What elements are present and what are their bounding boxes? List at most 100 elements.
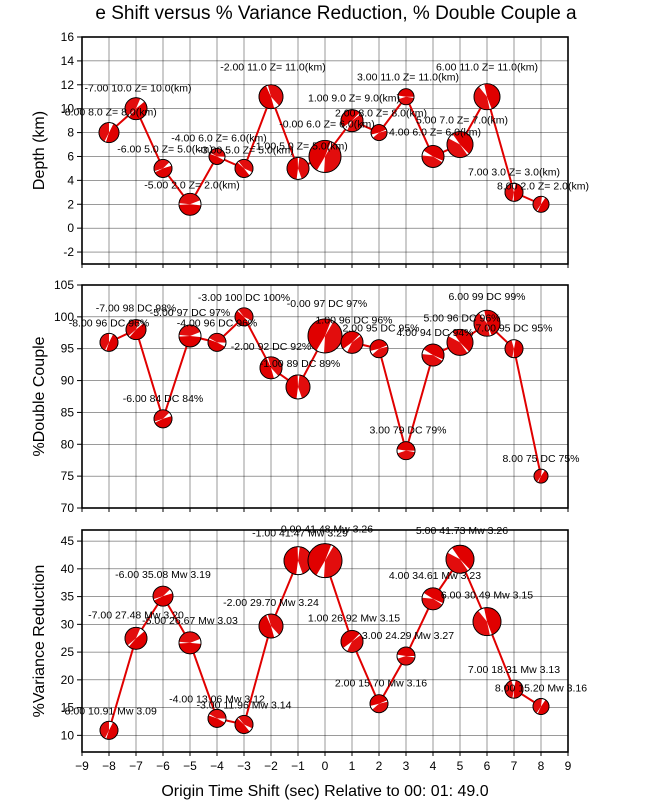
data-point xyxy=(259,356,283,380)
y-tick-label: 16 xyxy=(61,30,75,44)
data-label: -8.00 10.91 Mw 3.09 xyxy=(61,705,157,717)
data-label: 6.00 30.49 Mw 3.15 xyxy=(441,590,533,602)
data-label: -3.00 11.96 Mw 3.14 xyxy=(197,699,292,711)
data-point xyxy=(397,88,415,106)
x-tick-label: 6 xyxy=(484,759,491,773)
data-point xyxy=(286,156,310,180)
data-label: -1.00 41.47 Mw 3.29 xyxy=(252,528,348,540)
data-point xyxy=(340,330,364,354)
y-tick-label: 40 xyxy=(61,562,75,576)
data-label: -1.00 89 DC 89% xyxy=(260,358,341,370)
data-label: -2.00 92 DC 92% xyxy=(231,341,312,353)
y-tick-label: -2 xyxy=(63,245,74,259)
x-tick-label: 3 xyxy=(403,759,410,773)
panel-2: 70 75 80 85 90 95 100 105 %Double Couple -8.00 96… xyxy=(31,278,580,515)
data-label: -2.00 11.0 Z= 11.0(km) xyxy=(220,62,326,74)
data-label: -5.00 97 DC 97% xyxy=(150,307,231,319)
y-tick-label: 2 xyxy=(67,197,74,211)
data-label: -8.00 96 DC 96% xyxy=(69,317,150,329)
data-point xyxy=(504,182,524,202)
data-label: -7.00 98 DC 98% xyxy=(96,303,177,315)
data-point xyxy=(340,109,364,133)
data-point xyxy=(124,97,148,121)
data-point xyxy=(153,409,173,429)
x-tick-label: 9 xyxy=(565,759,572,773)
x-tick-label: 0 xyxy=(322,759,329,773)
data-label: -0.00 6.0 Z= 6.0(km) xyxy=(279,118,374,130)
data-point xyxy=(152,585,174,607)
data-label: 8.00 15.20 Mw 3.16 xyxy=(495,682,587,694)
data-point xyxy=(178,324,202,348)
data-label: -3.00 100 DC 100% xyxy=(198,292,290,304)
data-point xyxy=(446,131,474,158)
y-tick-label: 80 xyxy=(61,437,75,451)
x-tick-label: 1 xyxy=(349,759,356,773)
data-point xyxy=(178,631,202,655)
data-label: 5.00 96 DC 96% xyxy=(423,312,500,324)
data-label: -6.00 5.0 Z= 5.0(km) xyxy=(117,143,212,155)
data-point xyxy=(532,698,550,715)
data-point xyxy=(125,319,147,341)
data-label: -4.00 13.06 Mw 3.12 xyxy=(169,693,265,705)
y-tick-label: 10 xyxy=(61,102,75,116)
x-tick-label: 5 xyxy=(457,759,464,773)
data-point xyxy=(234,158,254,178)
data-point xyxy=(308,140,342,173)
data-label: 1.00 96 DC 96% xyxy=(315,314,392,326)
x-tick-label: −8 xyxy=(102,759,116,773)
data-point xyxy=(446,328,474,356)
data-point xyxy=(396,646,416,666)
x-tick-label: 4 xyxy=(430,759,437,773)
x-tick-label: −5 xyxy=(183,759,197,773)
x-tick-label: 8 xyxy=(538,759,545,773)
data-label: -3.00 5.0 Z= 5.0(km) xyxy=(198,144,293,156)
data-label: 4.00 34.61 Mw 3.23 xyxy=(389,570,481,582)
data-label: -5.00 2.0 Z= 2.0(km) xyxy=(144,179,239,191)
x-tick-label: 2 xyxy=(376,759,383,773)
y-tick-label: 100 xyxy=(54,310,74,324)
data-point xyxy=(421,587,445,611)
x-axis-label: Origin Time Shift (sec) Relative to 00: … xyxy=(161,783,488,800)
y-tick-label: 14 xyxy=(61,54,75,68)
y-tick-label: 6 xyxy=(67,149,74,163)
data-label: 7.00 18.31 Mw 3.13 xyxy=(468,664,560,676)
y-tick-label: 35 xyxy=(61,590,75,604)
data-point xyxy=(285,374,311,400)
data-point xyxy=(98,122,120,144)
data-label: -2.00 29.70 Mw 3.24 xyxy=(223,597,319,609)
data-point xyxy=(124,626,148,650)
x-tick-label: −6 xyxy=(156,759,170,773)
y-tick-label: 10 xyxy=(61,728,75,742)
data-label: 1.00 9.0 Z= 9.0(km) xyxy=(308,93,400,105)
data-label: -6.00 84 DC 84% xyxy=(123,393,204,405)
y-tick-label: 75 xyxy=(61,469,75,483)
data-point xyxy=(396,441,416,461)
y-axis-label: %Double Couple xyxy=(31,336,48,456)
data-point xyxy=(234,307,254,327)
data-point xyxy=(283,546,313,576)
data-point xyxy=(369,694,389,714)
y-tick-label: 8 xyxy=(67,126,74,140)
data-label: -5.00 26.67 Mw 3.03 xyxy=(142,615,238,627)
data-point xyxy=(473,83,501,111)
data-point xyxy=(307,318,343,354)
data-point xyxy=(532,195,550,213)
data-label: 5.00 41.73 Mw 3.26 xyxy=(416,525,508,537)
data-label: -6.00 35.08 Mw 3.19 xyxy=(115,569,211,581)
data-point xyxy=(369,339,389,359)
y-tick-label: 30 xyxy=(61,617,75,631)
panel-1: -2 0 2 4 6 8 10 12 14 16 Depth (km) -8.00 8.0 Z= 8.… xyxy=(31,30,589,268)
data-point xyxy=(208,148,226,165)
y-tick-label: 4 xyxy=(67,173,74,187)
data-point xyxy=(307,543,343,579)
data-label: 6.00 11.0 Z= 11.0(km) xyxy=(436,62,538,74)
data-label: -4.00 96 DC 96% xyxy=(177,317,258,329)
data-point xyxy=(258,613,284,639)
data-point xyxy=(207,332,227,352)
data-point xyxy=(421,145,445,168)
figure-title: e Shift versus % Variance Reduction, % D… xyxy=(95,3,577,24)
data-label: 0.00 41.48 Mw 3.26 xyxy=(281,524,373,536)
y-tick-label: 90 xyxy=(61,374,75,388)
data-point xyxy=(153,158,173,178)
